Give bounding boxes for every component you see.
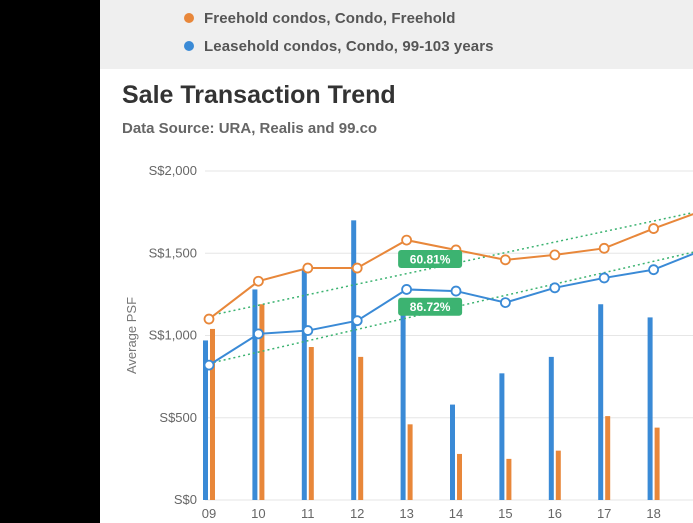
x-tick-label: 09: [202, 506, 216, 521]
bar-leasehold: [400, 304, 406, 500]
chart-subtitle: Data Source: URA, Realis and 99.co: [122, 120, 378, 137]
bar-freehold: [308, 347, 314, 500]
point-leasehold: [549, 282, 561, 294]
legend-label-leasehold: Leasehold condos, Condo, 99-103 years: [204, 37, 494, 55]
bar-leasehold: [252, 289, 258, 500]
annotation-label: 86.72%: [410, 300, 451, 314]
point-freehold: [302, 262, 314, 274]
bar-freehold: [210, 328, 215, 500]
legend-item-freehold[interactable]: Freehold condos, Condo, Freehold: [184, 8, 456, 28]
y-tick-label: S$1,000: [149, 328, 197, 343]
chart-panel: Freehold condos, Condo, Freehold Leaseho…: [100, 0, 693, 523]
x-tick-label: 18: [646, 506, 660, 521]
point-leasehold: [598, 272, 610, 284]
point-leasehold: [401, 284, 413, 295]
axes: S$0 S$500 S$1,000 S$1,500 S$2,000 Average PSF…: [124, 163, 661, 521]
legend: Freehold condos, Condo, Freehold Leaseho…: [100, 0, 693, 69]
trend-lines: [208, 211, 693, 365]
point-leasehold: [351, 315, 363, 327]
x-tick-label: 15: [498, 506, 512, 521]
bar-freehold: [407, 424, 413, 500]
point-freehold: [648, 223, 659, 234]
bar-leasehold: [450, 404, 455, 500]
bar-freehold: [358, 356, 364, 500]
bar-freehold: [259, 304, 265, 500]
x-tick-label: 14: [449, 506, 463, 521]
legend-label-freehold: Freehold condos, Condo, Freehold: [204, 9, 456, 27]
bar-freehold: [654, 427, 660, 500]
bar-leasehold: [647, 317, 653, 500]
bar-leasehold: [548, 356, 554, 500]
point-leasehold: [203, 359, 215, 371]
bar-leasehold: [301, 269, 307, 500]
leasehold-dot-icon: [184, 41, 194, 51]
annotation-label: 60.81%: [410, 253, 451, 267]
x-tick-label: 17: [597, 506, 611, 521]
bar-leasehold: [203, 340, 208, 500]
point-freehold: [252, 275, 264, 287]
point-freehold: [598, 242, 610, 254]
y-tick-label: S$0: [174, 492, 197, 507]
x-tick-label: 10: [251, 506, 265, 521]
bar-leasehold: [351, 220, 357, 500]
bar-freehold: [605, 416, 611, 500]
y-axis-label: Average PSF: [124, 297, 139, 374]
x-tick-label: 12: [350, 506, 364, 521]
point-freehold: [203, 313, 215, 325]
chart-svg: S$0 S$500 S$1,000 S$1,500 S$2,000 Average PSF…: [124, 163, 693, 521]
bar-freehold: [457, 453, 462, 500]
annotation-badge: [398, 297, 463, 316]
freehold-dot-icon: [184, 13, 194, 23]
point-leasehold: [648, 264, 659, 276]
annotations: 60.81% 86.72%: [398, 250, 463, 316]
point-leasehold: [450, 285, 462, 297]
point-freehold: [351, 262, 363, 274]
y-tick-label: S$2,000: [149, 163, 197, 178]
bar-freehold: [555, 450, 561, 500]
point-freehold: [549, 249, 561, 261]
y-tick-label: S$500: [159, 410, 197, 425]
x-tick-label: 11: [301, 506, 315, 521]
lines: [203, 213, 693, 371]
point-leasehold: [252, 328, 264, 340]
point-freehold: [499, 254, 511, 266]
point-leasehold: [302, 325, 314, 336]
point-leasehold: [499, 297, 511, 309]
point-freehold: [401, 234, 413, 246]
legend-item-leasehold[interactable]: Leasehold condos, Condo, 99-103 years: [184, 36, 494, 56]
chart-title: Sale Transaction Trend: [122, 81, 396, 109]
bar-leasehold: [598, 304, 604, 500]
grid: [205, 170, 693, 501]
x-tick-label: 13: [399, 506, 413, 521]
bar-freehold: [506, 458, 512, 500]
bars: [203, 220, 660, 500]
y-tick-label: S$1,500: [149, 245, 197, 260]
bar-leasehold: [499, 373, 505, 500]
annotation-badge: [398, 250, 463, 269]
trend-line: [208, 211, 693, 317]
x-tick-label: 16: [548, 506, 562, 521]
